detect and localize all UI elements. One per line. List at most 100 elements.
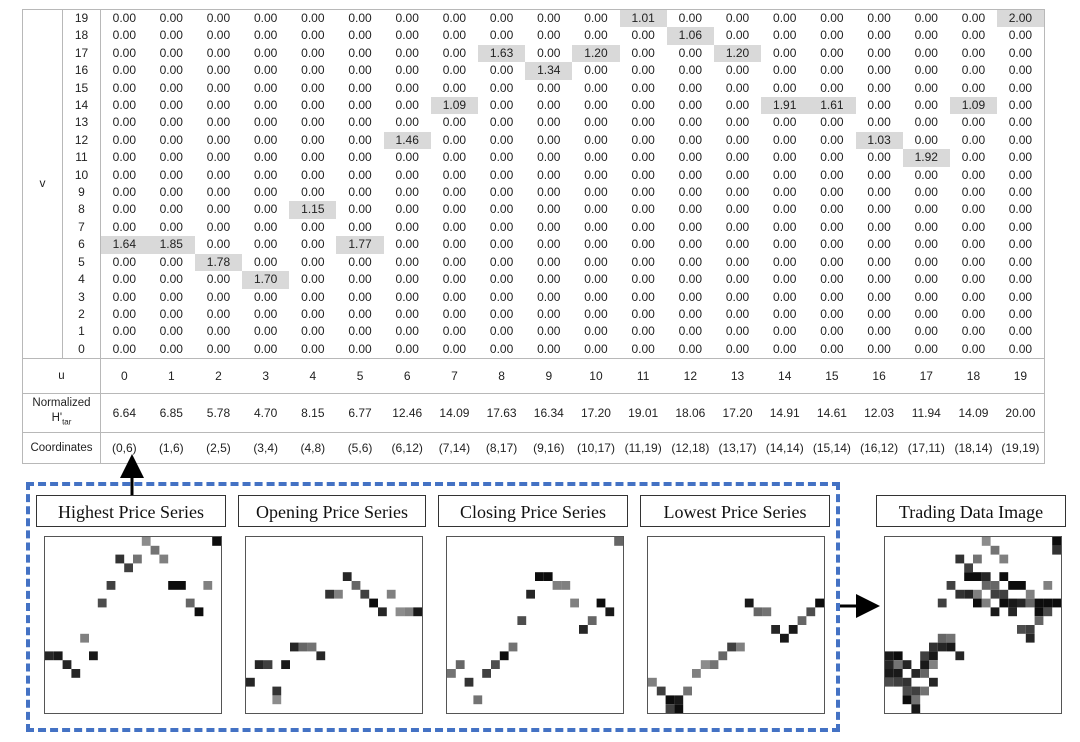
matrix-cell: 0.00 <box>678 11 703 25</box>
matrix-cell: 0.00 <box>1008 115 1033 130</box>
matrix-cell: 0.00 <box>301 115 325 130</box>
matrix-cell: 0.00 <box>112 324 137 339</box>
matrix-cell: 0.00 <box>631 306 655 321</box>
matrix-cell: 0.00 <box>961 185 986 200</box>
pixel-cell <box>605 607 615 617</box>
matrix-cell: 0.00 <box>253 324 278 339</box>
pixel-cell <box>981 537 991 546</box>
matrix-cell: 0.00 <box>914 167 938 182</box>
pixel-cell <box>1043 598 1053 608</box>
normalized-value: 12.46 <box>383 393 431 433</box>
matrix-row: 5 0.00 0.00 1.78 0.00 0.00 0.00 0.00 0.00 0.00 0.0… <box>23 253 1045 272</box>
row-index: 6 <box>62 236 101 254</box>
pixel-cell <box>1025 589 1035 599</box>
matrix-cell: 0.00 <box>442 324 467 339</box>
pixel-cell <box>185 598 195 608</box>
matrix-cell: 0.00 <box>206 11 231 25</box>
matrix-cell: 0.00 <box>773 167 797 182</box>
matrix-cell: 0.00 <box>112 115 137 130</box>
matrix-cell: 0.00 <box>253 11 278 25</box>
pixel-cell <box>964 589 973 599</box>
matrix-cell: 0.00 <box>253 341 278 356</box>
row-index: 11 <box>62 149 101 167</box>
pixel-cell <box>1017 581 1026 590</box>
normalized-value: 17.20 <box>713 393 762 433</box>
matrix-cell: 0.00 <box>206 341 231 356</box>
pixel-cell <box>141 537 151 546</box>
matrix-cell: 0.00 <box>961 272 986 287</box>
matrix-cell: 0.00 <box>253 150 278 165</box>
matrix-cell: 0.00 <box>584 63 608 78</box>
matrix-cell: 0.00 <box>537 45 561 60</box>
matrix-cell: 0.00 <box>678 254 703 269</box>
pixel-cell <box>929 677 938 687</box>
matrix-cell: 0.00 <box>301 80 325 95</box>
matrix-cell: 0.00 <box>678 98 703 113</box>
u-value: 4 <box>289 358 337 394</box>
pixel-cell <box>413 607 422 617</box>
pixel-cell <box>404 607 414 617</box>
pixel-cell <box>325 589 334 599</box>
pixel-cell <box>815 598 824 608</box>
matrix-cell: 0.00 <box>914 132 938 147</box>
pixel-cell <box>902 686 912 696</box>
matrix-cell: 0.00 <box>348 45 372 60</box>
pixel-cell <box>902 695 912 705</box>
matrix-cell: 0.00 <box>914 185 938 200</box>
matrix-cell: 0.00 <box>914 289 938 304</box>
u-value: 16 <box>855 358 903 394</box>
matrix-cell: 0.00 <box>725 237 750 252</box>
matrix-cell: 0.00 <box>159 115 183 130</box>
matrix-cell: 0.00 <box>1008 237 1033 252</box>
matrix-cell: 0.00 <box>206 185 231 200</box>
matrix-cell: 0.00 <box>867 341 891 356</box>
pixel-cell <box>893 669 903 678</box>
matrix-cell: 0.00 <box>678 219 703 234</box>
matrix-cell: 0.00 <box>773 115 797 130</box>
matrix-cell: 0.00 <box>112 254 137 269</box>
matrix-cell: 0.00 <box>253 63 278 78</box>
normalized-value: 6.85 <box>147 393 195 433</box>
u-value: 14 <box>761 358 809 394</box>
matrix-cell: 0.00 <box>112 341 137 356</box>
matrix-cell: 0.00 <box>678 237 703 252</box>
matrix-cell: 0.00 <box>584 11 608 25</box>
matrix-cell: 0.00 <box>961 202 986 217</box>
row-index: 5 <box>62 253 101 272</box>
matrix-cell: 1.61 <box>808 97 856 115</box>
matrix-cell: 0.00 <box>112 132 137 147</box>
matrix-cell: 1.20 <box>713 44 762 63</box>
matrix-cell: 0.00 <box>631 219 655 234</box>
matrix-cell: 0.00 <box>112 63 137 78</box>
pixel-cell <box>203 581 213 590</box>
u-axis-row: u 0 1 2 3 4 5 6 7 8 9 10 11 12 13 14 15 16 17 18 19 <box>22 358 1045 394</box>
matrix-cell: 0.00 <box>867 324 891 339</box>
matrix-cell: 0.00 <box>159 341 183 356</box>
matrix-cell: 0.00 <box>1008 306 1033 321</box>
matrix-cell: 0.00 <box>348 341 372 356</box>
matrix-cell: 0.00 <box>914 28 938 43</box>
matrix-cell: 0.00 <box>914 115 938 130</box>
matrix-row: 16 0.00 0.00 0.00 0.00 0.00 0.00 0.00 0.00 0.00 1.… <box>23 62 1045 80</box>
pixel-cell <box>692 669 701 678</box>
normalized-value: 11.94 <box>902 393 950 433</box>
matrix-cell: 0.00 <box>773 45 797 60</box>
matrix-cell: 0.00 <box>537 341 561 356</box>
matrix-cell: 0.00 <box>961 289 986 304</box>
pixel-cell <box>893 660 903 669</box>
row-index: 7 <box>62 218 101 237</box>
matrix-cell: 0.00 <box>112 150 137 165</box>
matrix-cell: 0.00 <box>253 132 278 147</box>
matrix-cell: 0.00 <box>489 11 514 25</box>
matrix-cell: 0.00 <box>442 45 467 60</box>
matrix-cell: 0.00 <box>961 63 986 78</box>
pixel-cell <box>990 607 1000 617</box>
panel-title-closing: Closing Price Series <box>438 495 628 527</box>
matrix-cell: 0.00 <box>253 80 278 95</box>
matrix-cell: 0.00 <box>584 219 608 234</box>
matrix-cell: 0.00 <box>537 202 561 217</box>
matrix-cell: 0.00 <box>537 272 561 287</box>
matrix-cell: 0.00 <box>348 98 372 113</box>
pixel-cell <box>911 686 921 696</box>
matrix-cell: 0.00 <box>395 219 419 234</box>
